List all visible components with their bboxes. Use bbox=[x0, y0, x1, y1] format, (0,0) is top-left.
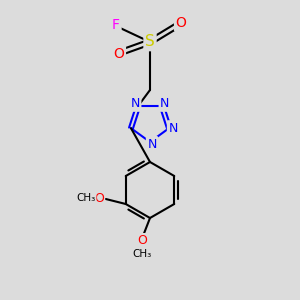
Text: CH₃: CH₃ bbox=[132, 249, 152, 259]
Text: N: N bbox=[147, 137, 157, 151]
Text: O: O bbox=[176, 16, 186, 30]
Text: F: F bbox=[112, 18, 120, 32]
Text: O: O bbox=[137, 235, 147, 248]
Text: O: O bbox=[114, 47, 124, 61]
Text: N: N bbox=[130, 97, 140, 110]
Text: N: N bbox=[160, 97, 170, 110]
Text: S: S bbox=[145, 34, 155, 50]
Text: O: O bbox=[94, 191, 104, 205]
Text: N: N bbox=[168, 122, 178, 135]
Text: CH₃: CH₃ bbox=[76, 193, 95, 203]
